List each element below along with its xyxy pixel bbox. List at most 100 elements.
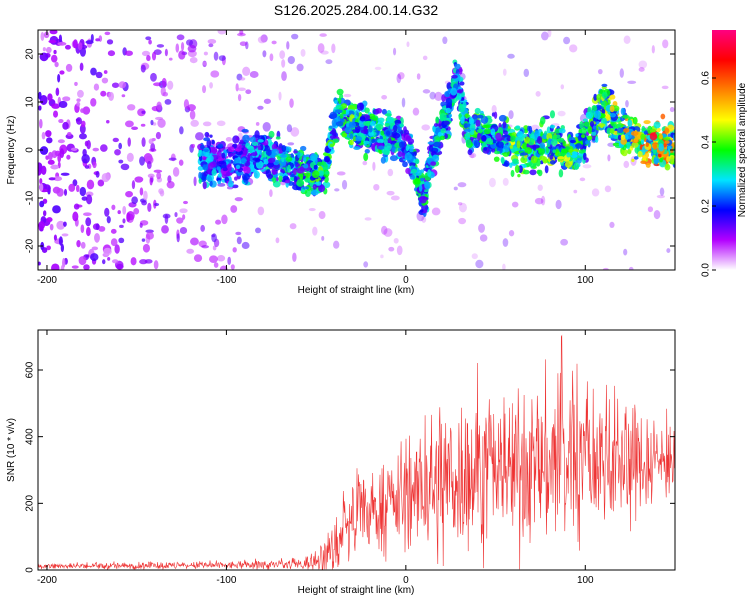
heatmap-cell: [308, 208, 316, 212]
heatmap-cell: [239, 77, 246, 81]
y-tick-label: 200: [25, 495, 36, 512]
heatmap-cell: [144, 155, 154, 165]
heatmap-cell: [459, 81, 465, 86]
heatmap-cell: [267, 157, 276, 164]
heatmap-cell: [313, 164, 318, 170]
heatmap-cell: [594, 135, 599, 143]
heatmap-cell: [90, 97, 97, 107]
heatmap-cell: [262, 50, 267, 58]
heatmap-cell: [421, 124, 431, 131]
heatmap-cell: [94, 233, 100, 243]
heatmap-cell: [536, 136, 543, 145]
heatmap-cell: [502, 68, 507, 76]
heatmap-cell: [474, 107, 481, 115]
heatmap-cell: [389, 155, 398, 162]
heatmap-cell: [76, 117, 82, 125]
heatmap-cell: [388, 116, 395, 124]
heatmap-cell: [345, 123, 350, 128]
heatmap-cell: [60, 243, 65, 253]
heatmap-cell: [595, 120, 600, 125]
heatmap-cell: [562, 140, 567, 147]
heatmap-cell: [538, 147, 545, 156]
heatmap-cell: [623, 35, 631, 44]
heatmap-cell: [537, 184, 543, 191]
heatmap-cell: [80, 224, 85, 233]
x-tick-label: -100: [216, 275, 236, 286]
heatmap-cell: [286, 41, 290, 50]
heatmap-cell: [291, 33, 299, 40]
heatmap-cell: [653, 121, 661, 129]
heatmap-cell: [98, 226, 106, 232]
heatmap-cell: [664, 163, 671, 171]
heatmap-cell: [237, 93, 242, 102]
heatmap-cell: [416, 73, 421, 80]
heatmap-cell: [262, 121, 271, 132]
heatmap-cell: [609, 94, 616, 100]
heatmap-cell: [509, 162, 513, 168]
heatmap-cell: [533, 130, 540, 139]
heatmap-cell: [159, 190, 165, 197]
heatmap-cell: [404, 152, 413, 161]
heatmap-cell: [549, 110, 556, 119]
heatmap-cell: [508, 230, 515, 237]
heatmap-cell: [153, 260, 159, 270]
heatmap-cell: [375, 107, 383, 114]
heatmap-cell: [378, 145, 385, 150]
heatmap-cell: [575, 143, 583, 149]
heatmap-cell: [60, 264, 65, 270]
heatmap-cell: [427, 169, 432, 178]
heatmap-cell: [40, 31, 45, 41]
y-tick-label: -20: [25, 238, 36, 253]
heatmap-cell: [269, 189, 273, 197]
heatmap-cell: [442, 120, 450, 126]
heatmap-cell: [501, 157, 505, 165]
heatmap-cell: [234, 176, 238, 181]
heatmap-cell: [227, 180, 234, 188]
heatmap-cell: [463, 128, 472, 133]
heatmap-cell: [491, 105, 497, 114]
heatmap-cell: [145, 229, 154, 234]
heatmap-cell: [515, 125, 521, 129]
heatmap-cell: [211, 139, 215, 145]
heatmap-cell: [632, 116, 638, 125]
heatmap-cell: [58, 236, 63, 246]
heatmap-cell: [38, 105, 42, 111]
x-tick-label: 0: [403, 575, 409, 586]
heatmap-cell: [324, 155, 330, 163]
heatmap-cell: [520, 152, 528, 156]
heatmap-cell: [206, 175, 213, 182]
heatmap-cell: [104, 31, 111, 36]
heatmap-cell: [658, 143, 665, 152]
heatmap-cell: [47, 93, 53, 102]
heatmap-cell: [111, 259, 119, 264]
heatmap-cell: [334, 109, 343, 114]
heatmap-cell: [454, 63, 461, 70]
heatmap-cell: [110, 228, 117, 234]
heatmap-cell: [76, 101, 81, 107]
heatmap-cell: [297, 173, 304, 178]
heatmap-cell: [477, 132, 481, 141]
heatmap-cell: [63, 221, 67, 227]
heatmap-cell: [390, 195, 400, 201]
x-tick-label: -200: [37, 275, 57, 286]
heatmap-cell: [83, 264, 90, 270]
heatmap-cell: [200, 224, 206, 232]
heatmap-cell: [70, 147, 78, 151]
heatmap-cell: [435, 116, 439, 125]
heatmap-cell: [141, 137, 146, 148]
heatmap-cell: [652, 142, 658, 150]
heatmap-cell: [217, 180, 221, 185]
heatmap-cell: [303, 172, 312, 177]
heatmap-cell: [38, 221, 46, 230]
heatmap-cell: [393, 124, 398, 133]
heatmap-cell: [329, 111, 338, 119]
heatmap-cell: [240, 157, 247, 164]
heatmap-cell: [476, 114, 484, 119]
heatmap-cell: [122, 205, 127, 215]
x-tick-label: 0: [403, 275, 409, 286]
heatmap-cell: [187, 44, 197, 53]
heatmap-cell: [503, 130, 508, 135]
heatmap-cell: [564, 160, 573, 168]
heatmap-cell: [142, 243, 151, 253]
